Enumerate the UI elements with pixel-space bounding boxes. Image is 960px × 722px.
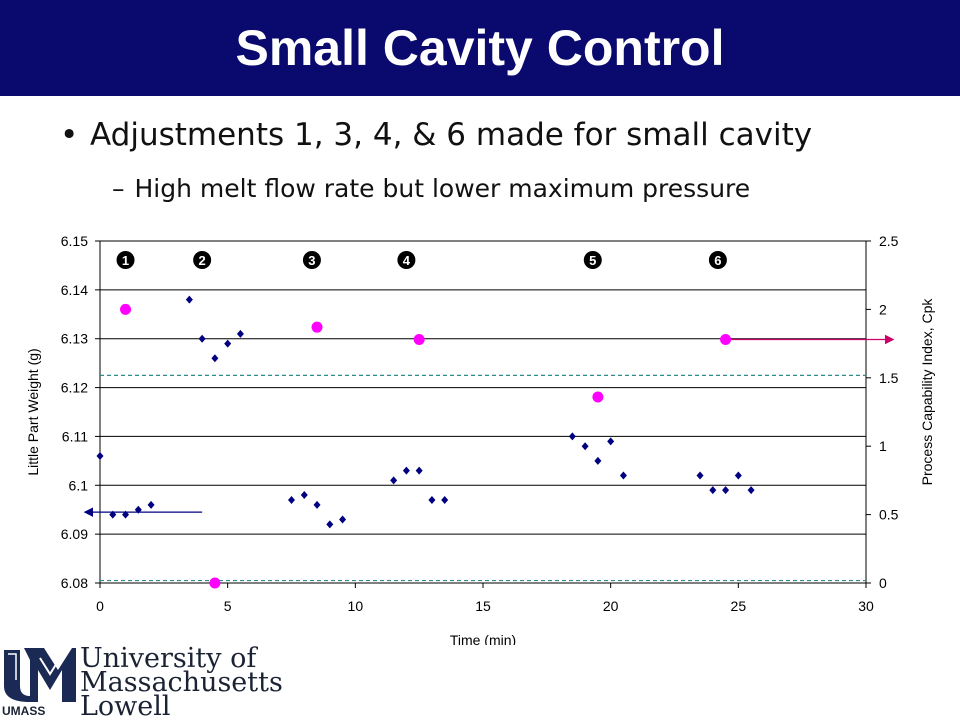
bullet-main-text: Adjustments 1, 3, 4, & 6 made for small … (90, 117, 813, 153)
y2-tick-label: 0.5 (879, 507, 899, 523)
cpk-point (720, 333, 732, 345)
weight-point (568, 432, 576, 441)
sub-bullet-dash: – (112, 174, 125, 203)
bullet-dot-icon: • (60, 117, 79, 153)
weight-point (198, 334, 206, 343)
x-axis-label: Time (min) (450, 632, 516, 645)
adjustment-marker-circle (116, 251, 135, 269)
x-tick-label: 5 (224, 598, 232, 614)
title-bar: Small Cavity Control (0, 0, 960, 96)
y-tick-label: 6.13 (61, 331, 88, 347)
y-tick-label: 6.11 (62, 428, 88, 444)
slide-title: Small Cavity Control (235, 20, 725, 76)
weight-point (211, 354, 219, 363)
weight-point (313, 500, 321, 509)
weight-point (134, 505, 142, 514)
weight-point (709, 486, 717, 495)
adjustment-marker-label: 6 (714, 253, 721, 268)
weight-point (326, 520, 334, 529)
y-tick-label: 6.1 (69, 477, 89, 493)
adjustment-marker: 4 (397, 251, 416, 269)
weight-point (300, 491, 308, 500)
weight-point (428, 495, 436, 504)
weight-point (236, 329, 244, 338)
cpk-point (209, 577, 221, 589)
y2-axis-label: Process Capability Index, Cpk (919, 298, 935, 486)
process-chart: 6.08 6.09 6.1 6.11 6.12 6.13 6.14 6.15 0 0.5 1 1.5 2… (25, 233, 935, 645)
adjustment-marker-label: 4 (403, 253, 411, 268)
weight-point (402, 466, 410, 475)
adjustment-marker-circle (302, 251, 321, 269)
weight-point (722, 486, 730, 495)
weight-point (339, 515, 347, 524)
cpk-point (311, 321, 323, 333)
plot-frame (99, 240, 867, 584)
weight-point (147, 500, 155, 509)
y-tick-label: 6.08 (61, 575, 88, 591)
x-tick-label: 25 (731, 598, 747, 614)
weight-point (581, 442, 589, 451)
weight-point (415, 466, 423, 475)
logo-line-3: Lowell (80, 691, 171, 722)
adjustment-marker-label: 1 (122, 253, 129, 268)
y-tick-label: 6.09 (61, 526, 88, 542)
y-axis-label: Little Part Weight (g) (25, 348, 41, 475)
weight-point (747, 486, 755, 495)
weight-point (185, 295, 193, 304)
weight-point (619, 471, 627, 480)
cpk-point (120, 303, 132, 315)
x-tick-label: 10 (348, 598, 364, 614)
x-tick-label: 30 (858, 598, 874, 614)
adjustment-marker-label: 2 (199, 253, 206, 268)
weight-point (109, 510, 117, 519)
sub-bullet-text: High melt flow rate but lower maximum pr… (134, 174, 751, 203)
x-tick-label: 20 (603, 598, 619, 614)
weight-point (594, 456, 602, 465)
adjustment-marker-circle (397, 251, 416, 269)
adjustment-marker: 2 (193, 251, 212, 269)
weight-point (390, 476, 398, 485)
weight-point (224, 339, 232, 348)
umass-logo-mark-icon (0, 640, 78, 704)
weight-point (288, 495, 295, 504)
adjustment-marker: 6 (708, 251, 727, 269)
y2-tick-label: 2 (879, 301, 887, 317)
bullet-main: • Adjustments 1, 3, 4, & 6 made for small… (60, 117, 812, 153)
adjustment-marker-circle (583, 251, 602, 269)
cpk-point (413, 333, 425, 345)
weight-point (122, 510, 130, 519)
cpk-point (592, 391, 604, 403)
adjustment-marker-circle (708, 251, 727, 269)
y2-tick-label: 1 (879, 438, 887, 454)
adjustment-marker: 3 (302, 251, 321, 269)
x-tick-label: 15 (475, 598, 491, 614)
adjustment-marker-label: 5 (589, 253, 596, 268)
adjustment-marker: 5 (583, 251, 602, 269)
y-tick-label: 6.14 (61, 282, 88, 298)
weight-point (607, 437, 615, 446)
logo-line-2: Massachusetts (80, 667, 283, 698)
bullet-sub: – High melt flow rate but lower maximum p… (112, 174, 750, 203)
weight-point (734, 471, 742, 480)
umass-lowell-logo: UMASS University of Massachusetts Lowell (0, 640, 283, 722)
weight-point (441, 495, 449, 504)
weight-point (96, 451, 104, 460)
logo-mark-text: UMASS (2, 704, 46, 718)
adjustment-marker-circle (193, 251, 212, 269)
y2-tick-label: 1.5 (879, 370, 899, 386)
y-tick-label: 6.15 (61, 233, 88, 249)
logo-line-1: University of (80, 643, 257, 674)
x-tick-label: 0 (96, 598, 104, 614)
y2-tick-label: 2.5 (879, 233, 899, 249)
adjustment-marker-label: 3 (308, 253, 315, 268)
adjustment-marker: 1 (116, 251, 135, 269)
y2-tick-label: 0 (879, 575, 887, 591)
weight-point (696, 471, 704, 480)
y-tick-label: 6.12 (61, 380, 88, 396)
